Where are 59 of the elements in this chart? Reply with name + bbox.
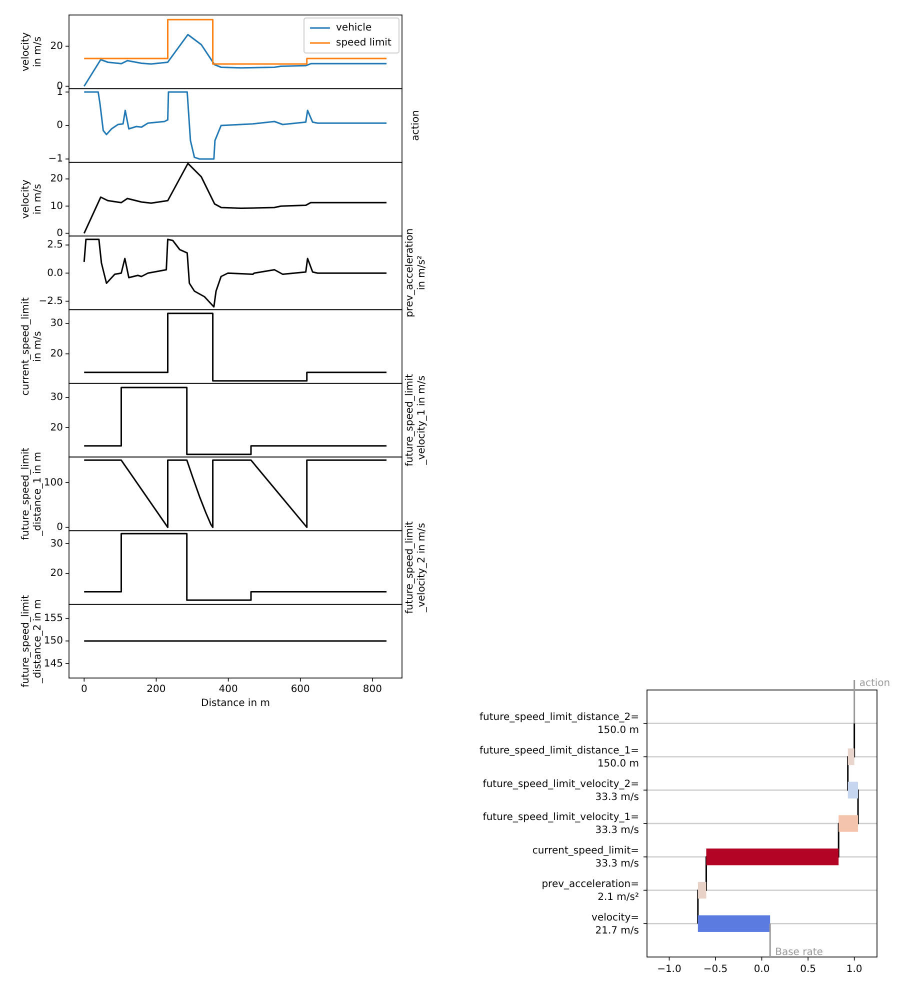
y-axis-title: velocity in m/s [20,32,44,72]
y2-axis-title: prev_acceleration in m/s² [404,228,428,318]
y-tick-label: 30 [50,538,63,550]
y-axis-title: future_speed_limit _distance_2 in m [20,594,44,688]
y-tick-label: 100 [44,477,63,488]
y-tick-label: 0 [56,522,63,534]
line-series [83,238,388,308]
y-tick-label: 30 [50,392,63,404]
ref-line-label: action [859,678,890,689]
y-tick-label: 20 [50,568,63,580]
bar [698,882,706,899]
y-tick-label: future_speed_limit_distance_1= 150.0 m [480,745,639,770]
y-tick-label: 20 [50,422,63,434]
y-tick-label: −2.5 [38,296,63,307]
y2-axis-title: future_speed_limit _velocity_2 in m/s [404,521,428,614]
y-tick-label: 0 [56,228,63,240]
y-tick-label: 0.0 [47,268,63,279]
x-tick-label: −1.0 [657,964,682,975]
x-tick-label: 800 [362,684,382,696]
x-tick-label: 0.0 [754,964,770,975]
y-axis-title: future_speed_limit _distance_1 in m [20,448,44,540]
x-tick-label: 400 [218,684,238,696]
y2-axis-title: action [410,110,422,141]
legend-label: vehicle [336,22,372,34]
y-tick-label: 20 [50,174,63,185]
legend-label: speed limit [336,38,392,49]
y-tick-label: current_speed_limit= 33.3 m/s [532,846,639,870]
x-tick-label: 600 [290,684,310,696]
bar [848,748,854,766]
x-tick-label: −0.5 [703,964,728,975]
x-tick-label: 200 [146,684,166,696]
y-tick-label: 155 [44,613,63,624]
bar [706,848,839,866]
y-tick-label: 10 [50,200,63,212]
bar [848,782,858,798]
y-tick-label: velocity= 21.7 m/s [592,912,639,936]
line-series [83,91,388,160]
y-tick-label: 20 [50,348,63,360]
y-tick-label: 145 [44,658,63,670]
y-tick-label: 150 [44,636,63,647]
y-tick-label: prev_acceleration= 2.1 m/s² [542,878,639,903]
y-tick-label: 0 [56,120,63,132]
y-axis-title: velocity in m/s [20,180,44,219]
y-tick-label: 2.5 [47,240,63,251]
y-tick-label: future_speed_limit_distance_2= 150.0 m [480,712,639,736]
bar [838,815,858,832]
y-tick-label: future_speed_limit_velocity_2= 33.3 m/s [482,778,639,803]
y-tick-label: −1 [48,154,63,165]
x-tick-label: 0.5 [800,964,816,975]
line-series [83,459,388,528]
y-tick-label: future_speed_limit_velocity_1= 33.3 m/s [482,812,639,836]
ref-line-label: Base rate [775,947,823,958]
y-tick-label: 30 [50,318,63,330]
x-tick-label: 1.0 [846,964,862,975]
x-tick-label: 0 [80,684,88,696]
y-tick-label: 20 [50,40,63,52]
bar [698,915,770,932]
y2-axis-title: future_speed_limit _velocity_1 in m/s [404,374,428,466]
x-axis-title: Distance in m [201,698,270,710]
